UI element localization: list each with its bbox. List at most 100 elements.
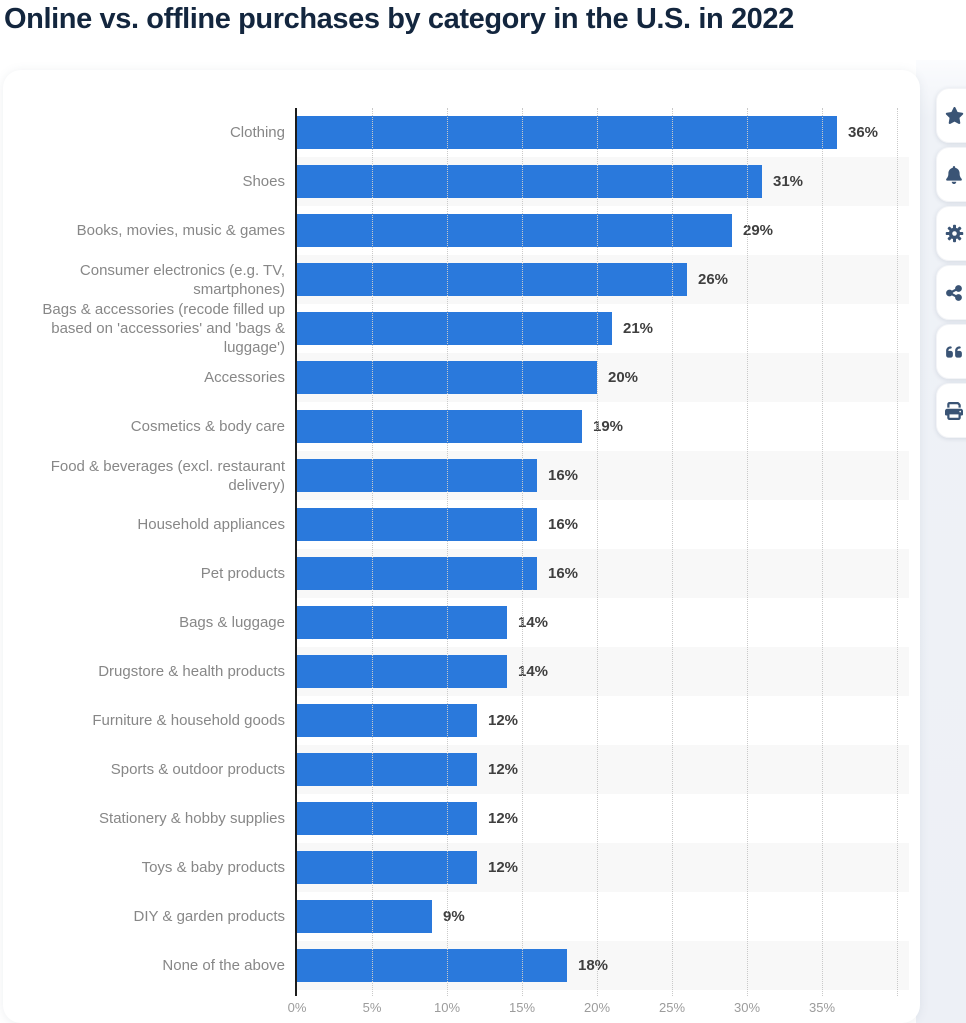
- bar: [297, 753, 477, 786]
- bar-track: 16%: [297, 549, 909, 598]
- value-label: 26%: [698, 271, 729, 288]
- category-label: Toys & baby products: [141, 859, 285, 876]
- chart-row: Toys & baby products 12%: [3, 843, 909, 892]
- value-label: 20%: [608, 369, 639, 386]
- category-label: Pet products: [200, 565, 285, 582]
- bar: [297, 900, 432, 933]
- value-label: 12%: [488, 859, 519, 876]
- value-label: 12%: [488, 761, 519, 778]
- category-label: Bags & luggage: [179, 614, 285, 631]
- bar: [297, 851, 477, 884]
- bar: [297, 263, 687, 296]
- share-button[interactable]: [936, 265, 966, 320]
- x-tick-label: 35%: [808, 1000, 836, 1015]
- chart-row: Bags & accessories (recode filled up bas…: [3, 301, 909, 356]
- category-label: Household appliances: [137, 516, 285, 533]
- category-label: Furniture & household goods: [92, 712, 285, 729]
- bar: [297, 214, 732, 247]
- bar-chart: Clothing 36% Shoes 31% Books, movies, music …: [3, 108, 909, 990]
- bar-track: 9%: [297, 892, 909, 941]
- category-label: Books, movies, music & games: [76, 222, 285, 239]
- value-label: 18%: [578, 957, 609, 974]
- x-tick-label: 15%: [508, 1000, 536, 1015]
- action-toolbar: [936, 88, 966, 438]
- bar: [297, 655, 507, 688]
- category-label: Accessories: [204, 369, 285, 386]
- chart-row: Household appliances 16%: [3, 500, 909, 549]
- bar-track: 19%: [297, 402, 909, 451]
- bar-track: 18%: [297, 941, 909, 990]
- bar-track: 31%: [297, 157, 909, 206]
- value-label: 16%: [548, 516, 579, 533]
- cite-button[interactable]: [936, 324, 966, 379]
- bar: [297, 410, 582, 443]
- bar-track: 12%: [297, 745, 909, 794]
- bar: [297, 557, 537, 590]
- value-label: 16%: [548, 467, 579, 484]
- category-label: Sports & outdoor products: [110, 761, 285, 778]
- x-tick-label: 20%: [583, 1000, 611, 1015]
- x-tick-label: 30%: [733, 1000, 761, 1015]
- chart-row: Stationery & hobby supplies 12%: [3, 794, 909, 843]
- chart-row: Food & beverages (excl. restaurant deliv…: [3, 451, 909, 500]
- bar-track: 12%: [297, 696, 909, 745]
- star-icon: [945, 106, 964, 125]
- bell-icon: [945, 165, 963, 184]
- x-tick-label: 25%: [658, 1000, 686, 1015]
- category-label: Clothing: [229, 124, 285, 141]
- page-title: Online vs. offline purchases by category…: [4, 3, 794, 35]
- bar-track: 16%: [297, 500, 909, 549]
- chart-row: Books, movies, music & games 29%: [3, 206, 909, 255]
- bar: [297, 802, 477, 835]
- bar-track: 20%: [297, 353, 909, 402]
- bar: [297, 312, 612, 345]
- x-tick-label: 5%: [362, 1000, 382, 1015]
- category-label: Drugstore & health products: [98, 663, 285, 680]
- value-label: 12%: [488, 810, 519, 827]
- category-label: Shoes: [242, 173, 285, 190]
- x-tick-label: 0%: [287, 1000, 307, 1015]
- value-label: 36%: [848, 124, 879, 141]
- bar: [297, 508, 537, 541]
- bar-track: 29%: [297, 206, 909, 255]
- value-label: 19%: [593, 418, 624, 435]
- value-label: 14%: [518, 663, 549, 680]
- value-label: 16%: [548, 565, 579, 582]
- bar: [297, 949, 567, 982]
- favorite-button[interactable]: [936, 88, 966, 143]
- bar-track: 16%: [297, 451, 909, 500]
- bar: [297, 459, 537, 492]
- value-label: 9%: [443, 908, 465, 925]
- chart-row: Sports & outdoor products 12%: [3, 745, 909, 794]
- bar-track: 36%: [297, 108, 909, 157]
- bar-track: 21%: [297, 304, 909, 353]
- chart-row: Clothing 36%: [3, 108, 909, 157]
- category-label: Stationery & hobby supplies: [99, 810, 285, 827]
- chart-row: Furniture & household goods 12%: [3, 696, 909, 745]
- bar: [297, 361, 597, 394]
- bar: [297, 704, 477, 737]
- x-tick-label: 10%: [433, 1000, 461, 1015]
- chart-row: Drugstore & health products 14%: [3, 647, 909, 696]
- value-label: 21%: [623, 320, 654, 337]
- chart-row: None of the above 18%: [3, 941, 909, 990]
- bar-track: 12%: [297, 843, 909, 892]
- print-button[interactable]: [936, 383, 966, 438]
- bar: [297, 165, 762, 198]
- value-label: 12%: [488, 712, 519, 729]
- quote-icon: [945, 343, 963, 361]
- category-label: Consumer electronics (e.g. TV, smartphon…: [79, 261, 285, 298]
- chart-row: Accessories 20%: [3, 353, 909, 402]
- bar: [297, 116, 837, 149]
- chart-row: Bags & luggage 14%: [3, 598, 909, 647]
- share-icon: [945, 284, 963, 302]
- category-label: DIY & garden products: [133, 908, 285, 925]
- chart-row: Cosmetics & body care 19%: [3, 402, 909, 451]
- settings-button[interactable]: [936, 206, 966, 261]
- value-label: 31%: [773, 173, 804, 190]
- bar-track: 26%: [297, 255, 909, 304]
- bar: [297, 606, 507, 639]
- chart-row: Consumer electronics (e.g. TV, smartphon…: [3, 255, 909, 304]
- bar-track: 12%: [297, 794, 909, 843]
- notification-button[interactable]: [936, 147, 966, 202]
